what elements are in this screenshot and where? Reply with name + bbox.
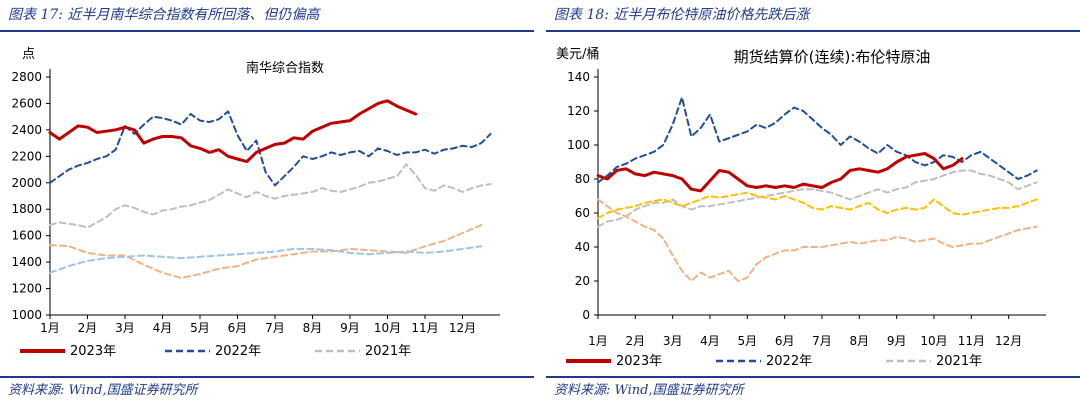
x-tick-label: 8月 (303, 321, 323, 335)
x-tick-label: 3月 (115, 321, 135, 335)
legend-label: 2021年 (936, 354, 982, 369)
y-tick-label: 1800 (11, 202, 42, 216)
series-line (49, 245, 483, 274)
series-line (596, 152, 964, 193)
x-tick-label: 7月 (812, 334, 832, 348)
y-tick-label: 1400 (11, 255, 42, 269)
y-tick-label: 100 (567, 138, 590, 152)
series-line (597, 191, 1038, 220)
y-tick-label: 120 (567, 104, 590, 118)
legend-label: 2023年 (70, 344, 116, 359)
figure-title: 图表 18: 近半月布伦特原油价格先跌后涨 (554, 7, 810, 23)
x-tick-label: 9月 (887, 334, 907, 348)
y-axis-unit-label: 点 (22, 47, 35, 62)
x-tick-label: 1月 (588, 334, 608, 348)
x-tick-label: 11月 (958, 334, 985, 348)
title-rule (546, 30, 1080, 32)
series-line (49, 110, 492, 187)
y-tick-label: 2400 (11, 123, 42, 137)
x-tick-label: 2月 (626, 334, 646, 348)
x-tick-label: 4月 (700, 334, 720, 348)
panel-nanhua-index: 图表 17: 近半月南华综合指数有所回落、但仍偏高 南华综合指数 点 1000 120… (0, 0, 534, 405)
y-axis-unit-label: 美元/桶 (556, 47, 599, 62)
y-tick-label: 2600 (11, 96, 42, 110)
figure-source: 资料来源: Wind,国盛证券研究所 (554, 383, 744, 398)
x-tick-label: 10月 (374, 321, 401, 335)
series-line (597, 169, 1038, 228)
legend-label: 2022年 (215, 344, 261, 359)
y-tick-label: 140 (567, 70, 590, 84)
y-tick-label: 2800 (11, 70, 42, 84)
x-tick-label: 8月 (850, 334, 870, 348)
x-tick-label: 12月 (449, 321, 476, 335)
x-tick-label: 6月 (228, 321, 248, 335)
source-rule (546, 376, 1080, 378)
series-line (597, 198, 1038, 282)
x-tick-label: 5月 (738, 334, 758, 348)
series-line (48, 99, 418, 164)
y-tick-label: 80 (575, 172, 590, 186)
x-tick-label: 5月 (190, 321, 210, 335)
y-tick-label: 40 (575, 240, 590, 254)
x-tick-label: 12月 (995, 334, 1022, 348)
x-tick-label: 3月 (663, 334, 683, 348)
y-tick-label: 1600 (11, 229, 42, 243)
legend-label: 2023年 (616, 354, 662, 369)
x-tick-label: 7月 (265, 321, 285, 335)
nanhua-index-chart: 南华综合指数 点 1000 1200 1400 1600 1800 2000 2200 2400 2… (11, 47, 500, 359)
y-tick-label: 2000 (11, 176, 42, 190)
legend-label: 2022年 (766, 354, 812, 369)
series-line (49, 163, 492, 229)
x-tick-label: 1月 (40, 321, 60, 335)
figure-title: 图表 17: 近半月南华综合指数有所回落、但仍偏高 (8, 7, 320, 23)
source-rule (0, 376, 534, 378)
series-line (597, 96, 1038, 184)
y-tick-label: 60 (575, 206, 590, 220)
y-tick-label: 2200 (11, 149, 42, 163)
chart-title: 期货结算价(连续):布伦特原油 (734, 48, 931, 66)
title-rule (0, 30, 534, 32)
y-tick-label: 20 (575, 274, 590, 288)
figure-source: 资料来源: Wind,国盛证券研究所 (8, 383, 198, 398)
x-tick-label: 4月 (153, 321, 173, 335)
x-tick-label: 6月 (775, 334, 795, 348)
x-tick-label: 10月 (920, 334, 947, 348)
brent-crude-chart: 期货结算价(连续):布伦特原油 美元/桶 0 20 40 60 80 100 120 140 1月 2… (556, 47, 1046, 369)
y-tick-label: 1200 (11, 282, 42, 296)
chart-title: 南华综合指数 (246, 60, 324, 76)
panel-brent-crude: 图表 18: 近半月布伦特原油价格先跌后涨 期货结算价(连续):布伦特原油 美元/… (546, 0, 1080, 405)
y-tick-label: 0 (582, 308, 590, 322)
series-line (49, 224, 483, 279)
y-tick-label: 1000 (11, 308, 42, 322)
legend-label: 2021年 (365, 344, 411, 359)
x-tick-label: 11月 (411, 321, 438, 335)
x-tick-label: 2月 (78, 321, 98, 335)
x-tick-label: 9月 (340, 321, 360, 335)
